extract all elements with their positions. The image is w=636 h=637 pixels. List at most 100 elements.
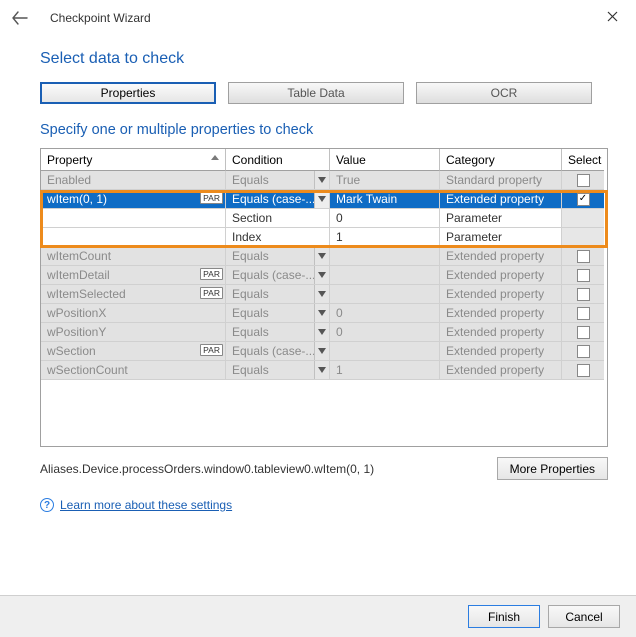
cell-select[interactable]	[562, 171, 604, 190]
tab-properties[interactable]: Properties	[40, 82, 216, 104]
cell-category: Extended property	[440, 304, 562, 323]
cell-property[interactable]: wItemSelectedPAR	[41, 285, 226, 304]
dropdown-icon[interactable]	[314, 361, 329, 379]
cell-category: Parameter	[440, 209, 562, 228]
content-area: Select data to check Properties Table Da…	[0, 36, 636, 532]
cell-condition[interactable]: Equals (case-...	[226, 342, 330, 361]
cell-condition[interactable]: Equals	[226, 171, 330, 190]
more-properties-button[interactable]: More Properties	[497, 457, 608, 480]
col-select[interactable]: Select	[562, 149, 604, 171]
table-row[interactable]: wItemDetailPAREquals (case-... Extended p…	[41, 266, 607, 285]
dropdown-icon[interactable]	[314, 247, 329, 265]
select-checkbox[interactable]	[577, 269, 590, 282]
cell-select[interactable]	[562, 247, 604, 266]
cell-property[interactable]: wItemCount	[41, 247, 226, 266]
select-checkbox[interactable]	[577, 174, 590, 187]
cell-value[interactable]	[330, 266, 440, 285]
cell-select[interactable]	[562, 361, 604, 380]
dropdown-icon[interactable]	[314, 171, 329, 189]
table-row[interactable]: Section0Parameter	[41, 209, 607, 228]
dropdown-icon[interactable]	[314, 190, 329, 208]
cell-select[interactable]	[562, 266, 604, 285]
select-checkbox[interactable]	[577, 193, 590, 206]
cell-value[interactable]: 0	[330, 304, 440, 323]
col-category[interactable]: Category	[440, 149, 562, 171]
select-checkbox[interactable]	[577, 364, 590, 377]
select-checkbox[interactable]	[577, 345, 590, 358]
cell-property[interactable]: wSectionPAR	[41, 342, 226, 361]
cell-select[interactable]	[562, 285, 604, 304]
cell-property[interactable]: wPositionX	[41, 304, 226, 323]
cell-category: Standard property	[440, 171, 562, 190]
tab-ocr[interactable]: OCR	[416, 82, 592, 104]
cell-condition[interactable]: Equals	[226, 247, 330, 266]
dropdown-icon[interactable]	[314, 304, 329, 322]
cell-value[interactable]: 1	[330, 228, 440, 247]
table-row[interactable]: wItem(0, 1)PAREquals (case-...Mark Twain…	[41, 190, 607, 209]
cell-select[interactable]	[562, 323, 604, 342]
cell-property[interactable]: wItem(0, 1)PAR	[41, 190, 226, 209]
cell-select[interactable]	[562, 209, 604, 228]
learn-more-link[interactable]: Learn more about these settings	[60, 498, 232, 512]
col-condition[interactable]: Condition	[226, 149, 330, 171]
select-checkbox[interactable]	[577, 307, 590, 320]
tab-table-data[interactable]: Table Data	[228, 82, 404, 104]
table-row[interactable]: wPositionYEquals0Extended property	[41, 323, 607, 342]
cell-value[interactable]	[330, 285, 440, 304]
cell-condition[interactable]: Equals (case-...	[226, 266, 330, 285]
cell-select[interactable]	[562, 228, 604, 247]
col-value[interactable]: Value	[330, 149, 440, 171]
data-type-tabs: Properties Table Data OCR	[40, 82, 608, 104]
titlebar: Checkpoint Wizard	[0, 0, 636, 36]
cancel-button[interactable]: Cancel	[548, 605, 620, 628]
cell-value[interactable]: 0	[330, 323, 440, 342]
select-checkbox[interactable]	[577, 288, 590, 301]
cell-value[interactable]: Mark Twain	[330, 190, 440, 209]
path-row: Aliases.Device.processOrders.window0.tab…	[40, 457, 608, 480]
table-row[interactable]: wItemCountEqualsExtended property	[41, 247, 607, 266]
grid-header: Property Condition Value Category Select	[41, 149, 607, 171]
cell-category: Extended property	[440, 266, 562, 285]
table-row[interactable]: Index1Parameter	[41, 228, 607, 247]
cell-condition[interactable]: Index	[226, 228, 330, 247]
cell-value[interactable]: 0	[330, 209, 440, 228]
cell-category: Parameter	[440, 228, 562, 247]
close-button[interactable]	[600, 4, 624, 28]
table-row[interactable]: wSectionPAREquals (case-...Extended prop…	[41, 342, 607, 361]
table-row[interactable]: wItemSelectedPAREqualsExtended property	[41, 285, 607, 304]
cell-property[interactable]	[41, 228, 226, 247]
dropdown-icon[interactable]	[314, 266, 329, 284]
cell-value[interactable]	[330, 342, 440, 361]
dropdown-icon[interactable]	[314, 285, 329, 303]
cell-value[interactable]: True	[330, 171, 440, 190]
select-checkbox[interactable]	[577, 326, 590, 339]
cell-condition[interactable]: Equals	[226, 304, 330, 323]
finish-button[interactable]: Finish	[468, 605, 540, 628]
cell-condition[interactable]: Section	[226, 209, 330, 228]
cell-condition[interactable]: Equals	[226, 285, 330, 304]
select-checkbox[interactable]	[577, 250, 590, 263]
cell-select[interactable]	[562, 190, 604, 209]
dropdown-icon[interactable]	[314, 342, 329, 360]
cell-property[interactable]: wSectionCount	[41, 361, 226, 380]
cell-value[interactable]: 1	[330, 361, 440, 380]
cell-select[interactable]	[562, 342, 604, 361]
col-property[interactable]: Property	[41, 149, 226, 171]
table-row[interactable]: wPositionXEquals0Extended property	[41, 304, 607, 323]
cell-property[interactable]: Enabled	[41, 171, 226, 190]
dropdown-icon[interactable]	[314, 323, 329, 341]
cell-condition[interactable]: Equals (case-...	[226, 190, 330, 209]
table-row[interactable]: EnabledEqualsTrueStandard property	[41, 171, 607, 190]
table-row[interactable]: wSectionCountEquals1Extended property	[41, 361, 607, 380]
cell-condition[interactable]: Equals	[226, 323, 330, 342]
cell-property[interactable]	[41, 209, 226, 228]
cell-value[interactable]	[330, 247, 440, 266]
grid-body: EnabledEqualsTrueStandard propertywItem(…	[41, 171, 607, 380]
back-button[interactable]	[8, 6, 32, 30]
cell-category: Extended property	[440, 361, 562, 380]
par-badge: PAR	[200, 344, 223, 356]
cell-condition[interactable]: Equals	[226, 361, 330, 380]
cell-property[interactable]: wItemDetailPAR	[41, 266, 226, 285]
cell-property[interactable]: wPositionY	[41, 323, 226, 342]
cell-select[interactable]	[562, 304, 604, 323]
